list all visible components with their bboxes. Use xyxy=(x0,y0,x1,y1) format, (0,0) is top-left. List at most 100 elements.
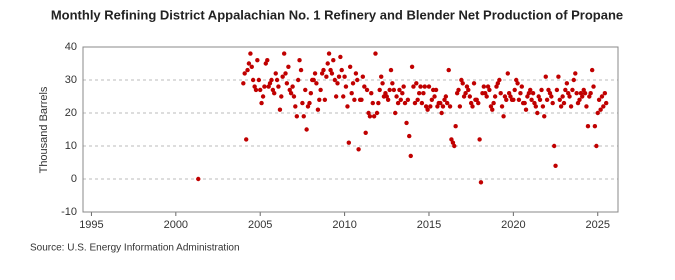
point xyxy=(416,91,422,96)
point xyxy=(547,91,553,96)
point xyxy=(446,67,451,73)
point xyxy=(422,84,427,89)
point xyxy=(288,91,294,96)
point xyxy=(463,91,468,96)
x-tick-label: 2005 xyxy=(248,219,272,231)
point xyxy=(281,51,287,56)
point xyxy=(487,87,492,93)
point xyxy=(452,143,457,149)
point xyxy=(279,94,284,99)
point xyxy=(241,81,246,86)
point xyxy=(484,94,489,99)
point xyxy=(445,100,450,106)
point xyxy=(274,77,280,83)
point xyxy=(355,77,360,83)
point xyxy=(398,97,403,103)
point xyxy=(429,97,435,103)
point xyxy=(492,94,498,99)
point xyxy=(450,140,456,145)
point xyxy=(536,94,541,99)
point xyxy=(543,74,548,79)
point xyxy=(332,77,338,83)
point xyxy=(585,124,591,129)
point xyxy=(397,87,402,93)
point xyxy=(581,87,586,93)
point xyxy=(336,74,342,79)
point xyxy=(457,104,463,109)
point xyxy=(376,100,381,106)
point xyxy=(277,107,283,112)
point xyxy=(341,94,346,99)
point xyxy=(578,91,584,96)
point xyxy=(564,81,570,86)
point xyxy=(346,140,352,145)
point xyxy=(598,107,603,112)
point xyxy=(350,81,356,86)
point xyxy=(501,114,506,119)
point xyxy=(574,91,579,96)
point xyxy=(315,107,321,112)
point xyxy=(474,97,479,103)
point xyxy=(419,100,425,106)
point xyxy=(286,64,291,70)
x-tick-label: 2020 xyxy=(501,219,525,231)
point xyxy=(568,104,574,109)
point xyxy=(588,91,593,96)
point xyxy=(329,71,335,76)
point xyxy=(464,84,470,89)
point xyxy=(466,87,471,93)
source-note: Source: U.S. Energy Information Administ… xyxy=(30,243,240,254)
point xyxy=(388,67,394,73)
point xyxy=(571,77,576,83)
point xyxy=(423,104,429,109)
point xyxy=(495,81,501,86)
point xyxy=(377,87,382,93)
point xyxy=(294,114,300,119)
point xyxy=(322,97,328,103)
point xyxy=(519,84,525,89)
point xyxy=(563,87,568,93)
point xyxy=(353,71,359,76)
point xyxy=(542,114,547,119)
point xyxy=(443,94,449,99)
point xyxy=(595,110,600,116)
point xyxy=(556,74,561,79)
point xyxy=(367,114,373,119)
point xyxy=(601,104,606,109)
chart-title: Monthly Refining District Appalachian No… xyxy=(51,7,623,22)
y-axis-label: Thousand Barrels xyxy=(38,86,50,173)
point xyxy=(482,91,488,96)
point xyxy=(478,180,484,185)
point xyxy=(415,97,420,103)
point xyxy=(461,94,467,99)
point xyxy=(557,97,562,103)
point xyxy=(393,110,398,116)
point xyxy=(454,91,460,96)
y-tick-label: -10 xyxy=(61,206,77,218)
point xyxy=(553,163,558,168)
point xyxy=(596,97,602,103)
point xyxy=(460,81,465,86)
point xyxy=(280,74,285,79)
point xyxy=(360,74,366,79)
point xyxy=(523,107,529,112)
point xyxy=(439,110,444,116)
point xyxy=(249,64,254,70)
point xyxy=(428,104,433,109)
point xyxy=(345,104,350,109)
point xyxy=(566,91,571,96)
point xyxy=(246,61,252,66)
point xyxy=(512,87,517,93)
point xyxy=(522,100,527,106)
point xyxy=(317,97,322,103)
point xyxy=(297,58,302,63)
point xyxy=(244,137,249,142)
point xyxy=(577,97,582,103)
point xyxy=(426,84,432,89)
point xyxy=(287,87,292,93)
point xyxy=(514,77,519,83)
point xyxy=(356,147,361,152)
point xyxy=(245,67,250,73)
point xyxy=(438,100,443,106)
point xyxy=(394,94,399,99)
